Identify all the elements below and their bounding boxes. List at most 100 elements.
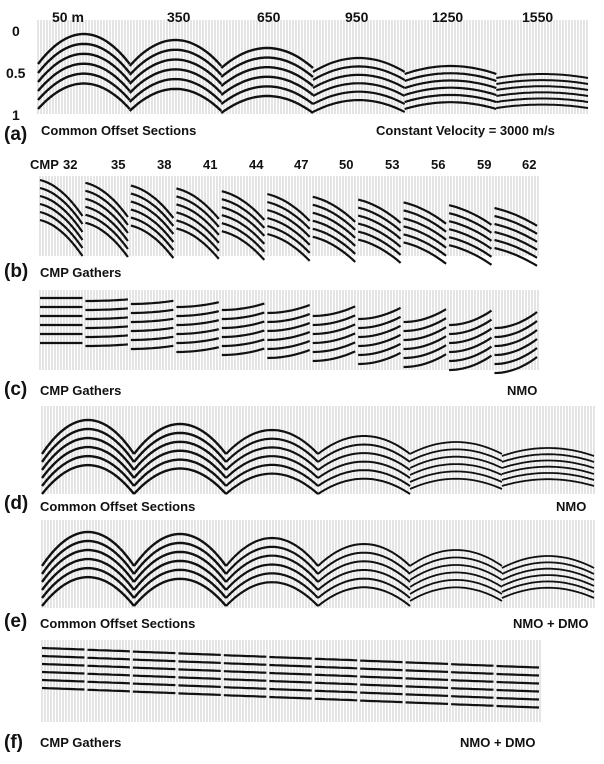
reflection-event [176, 337, 220, 345]
reflection-event [225, 536, 319, 567]
panel-c-seismic [39, 290, 539, 375]
reflection-event [494, 206, 538, 227]
reflection-event [404, 72, 497, 83]
reflection-event [85, 221, 129, 258]
reflection-event [133, 559, 227, 591]
reflection-event [312, 350, 356, 363]
reflection-event [404, 101, 497, 111]
offset-label-2: 350 [167, 9, 191, 25]
reflection-event [403, 317, 447, 333]
reflection-event [225, 472, 319, 495]
reflection-event [494, 214, 538, 235]
reflection-event [39, 186, 84, 225]
reflection-event [405, 685, 449, 689]
reflection-event [496, 91, 589, 97]
reflection-event [496, 696, 540, 701]
reflection-event [266, 232, 311, 262]
reflection-event [312, 99, 406, 113]
reflection-event [221, 338, 265, 348]
reflection-event [360, 659, 403, 664]
reflection-event [403, 233, 447, 257]
reflection-event [37, 32, 131, 65]
panel-e-note: NMO + DMO [513, 616, 589, 631]
reflection-event [176, 187, 220, 220]
reflection-event [130, 299, 174, 306]
reflection-event [225, 563, 319, 591]
reflection-event [133, 422, 227, 455]
cmp-label-11: 62 [522, 157, 537, 172]
reflection-event [220, 66, 314, 87]
reflection-event [221, 320, 265, 330]
reflection-event [317, 542, 411, 567]
reflection-event [130, 200, 175, 235]
reflection-event [448, 220, 493, 242]
reflection-event [496, 73, 589, 79]
reflection-event [494, 246, 538, 267]
reflection-event [496, 704, 540, 709]
reflection-event [220, 56, 314, 78]
reflection-event [501, 555, 595, 569]
reflection-event [494, 356, 538, 375]
reflection-event [132, 666, 176, 671]
panel-f-note: NMO + DMO [460, 735, 536, 750]
reflection-event [223, 678, 267, 682]
panel-a-seismic [37, 20, 589, 114]
reflection-event [128, 77, 223, 103]
reflection-event [178, 652, 221, 656]
reflection-event [404, 86, 497, 97]
reflection-event [496, 79, 589, 85]
reflection-event [357, 206, 402, 232]
reflection-event [312, 305, 356, 318]
reflection-event [357, 222, 402, 248]
reflection-event [178, 660, 221, 664]
reflection-event [317, 452, 411, 471]
reflection-event [130, 326, 174, 333]
time-axis-0: 0 [12, 23, 20, 39]
reflection-event [317, 577, 411, 599]
reflection-event [41, 662, 85, 667]
reflection-event [223, 686, 267, 690]
reflection-event [221, 230, 266, 261]
reflection-event [269, 679, 312, 684]
reflection-event [41, 548, 135, 583]
reflection-event [132, 674, 176, 679]
reflection-event [312, 323, 356, 336]
panel-a-velocity-note: Constant Velocity = 3000 m/s [376, 123, 555, 138]
reflection-event [128, 58, 223, 85]
reflection-event [130, 224, 175, 259]
reflection-event [404, 79, 497, 90]
reflection-event [267, 312, 311, 324]
reflection-event [41, 646, 85, 651]
reflection-event [220, 85, 314, 105]
reflection-event [225, 446, 319, 471]
reflection-event [41, 678, 85, 683]
reflection-event [314, 697, 358, 702]
reflection-event [176, 211, 220, 244]
reflection-event [221, 198, 266, 229]
reflection-event [501, 586, 595, 599]
reflection-event [409, 470, 503, 483]
reflection-event [501, 465, 595, 475]
reflection-event [403, 353, 447, 369]
reflection-event [133, 532, 227, 567]
cmp-label-9: 56 [431, 157, 446, 172]
reflection-event [451, 679, 494, 683]
reflection-event [223, 662, 267, 666]
panel-b-seismic [39, 176, 539, 267]
reflection-event [501, 478, 595, 487]
reflection-event [41, 418, 135, 455]
offset-label-6: 1550 [522, 9, 554, 25]
reflection-event [225, 545, 319, 575]
reflection-event [266, 216, 311, 246]
reflection-event [409, 549, 503, 567]
reflection-event [449, 327, 493, 345]
reflection-event [449, 318, 493, 336]
reflection-event [496, 688, 540, 693]
reflection-event [87, 680, 130, 685]
reflection-event [41, 530, 135, 567]
reflection-event [85, 343, 128, 348]
reflection-event [501, 453, 595, 463]
reflection-event [130, 335, 174, 342]
reflection-event [41, 670, 85, 675]
reflection-event [496, 664, 540, 669]
